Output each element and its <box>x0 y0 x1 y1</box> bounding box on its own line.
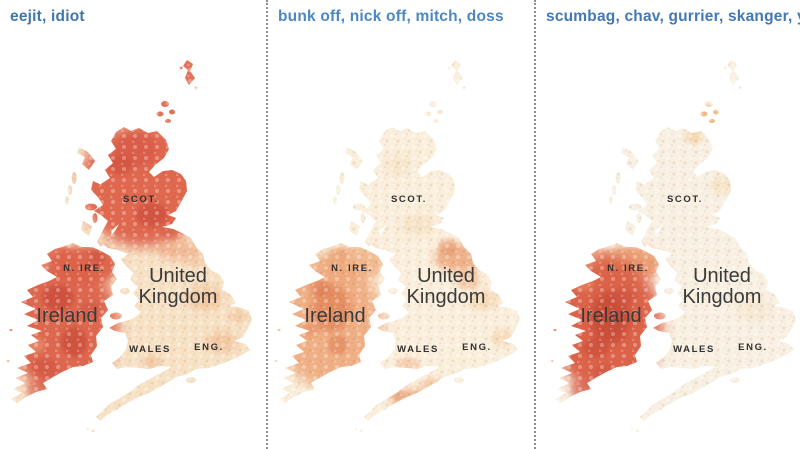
map-label-united-kingdom: Kingdom <box>683 286 762 308</box>
map-label-n-ireland: N. IRE. <box>63 263 105 274</box>
map-label-wales: WALES <box>129 344 171 355</box>
panel-title: eejit, idiot <box>10 8 85 25</box>
map-label-england: ENG. <box>738 342 768 353</box>
map-label-england: ENG. <box>462 342 492 353</box>
map-label-england: ENG. <box>194 342 224 353</box>
map-panel-scumbag: scumbag, chav, gurrier, skanger, y SCOT.… <box>534 0 800 449</box>
heat-layer <box>274 60 520 433</box>
map-panel-eejit: eejit, idiot SCOT. N. IRE. United Kingdom Ir… <box>0 0 266 449</box>
map-panel-bunk-off: bunk off, nick off, mitch, doss SCOT. N. … <box>266 0 536 449</box>
panel-title: scumbag, chav, gurrier, skanger, y <box>546 8 800 25</box>
map-label-ireland: Ireland <box>580 305 641 327</box>
panel-title: bunk off, nick off, mitch, doss <box>278 8 504 25</box>
map-label-scotland: SCOT. <box>391 194 427 205</box>
map-label-wales: WALES <box>673 344 715 355</box>
map-label-n-ireland: N. IRE. <box>331 263 373 274</box>
heat-layer <box>6 60 252 433</box>
map-label-united-kingdom: United <box>149 265 207 287</box>
map-label-ireland: Ireland <box>304 305 365 327</box>
map-label-united-kingdom: Kingdom <box>407 286 486 308</box>
map-label-scotland: SCOT. <box>123 194 159 205</box>
map-label-scotland: SCOT. <box>667 194 703 205</box>
heat-layer <box>550 60 796 433</box>
map-label-united-kingdom: Kingdom <box>139 286 218 308</box>
heat-blob <box>158 388 202 408</box>
map-label-ireland: Ireland <box>36 305 97 327</box>
map-label-united-kingdom: United <box>693 265 751 287</box>
map-label-wales: WALES <box>397 344 439 355</box>
map-label-n-ireland: N. IRE. <box>607 263 649 274</box>
map-label-united-kingdom: United <box>417 265 475 287</box>
heat-blob <box>688 105 720 131</box>
